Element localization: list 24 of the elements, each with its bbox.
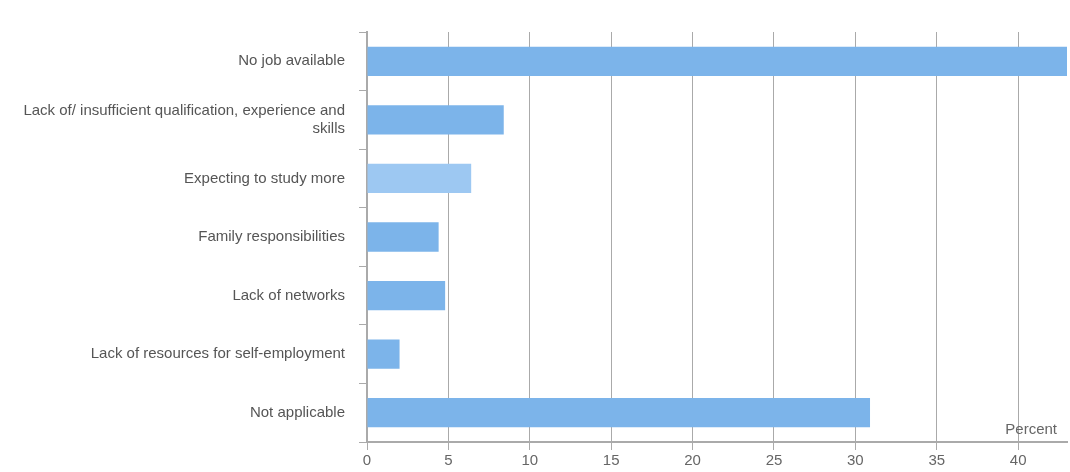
y-tick-label: Lack of networks — [232, 285, 345, 303]
x-tick-label: 35 — [928, 451, 946, 469]
x-axis-title: Percent — [1005, 419, 1058, 437]
bar — [367, 398, 871, 428]
bar — [367, 222, 439, 252]
x-tick-label: 15 — [602, 451, 620, 469]
bar — [367, 46, 1067, 76]
y-tick-label: No job available — [238, 51, 345, 69]
x-tick-label: 5 — [444, 451, 453, 469]
y-tick-label: Lack of/ insufficient qualification, experience and skills — [23, 101, 345, 136]
x-tick-label: 10 — [521, 451, 539, 469]
y-tick-label: Not applicable — [249, 402, 345, 420]
x-tick-label: 20 — [684, 451, 701, 469]
bar — [367, 163, 472, 194]
x-tick-label: 25 — [765, 451, 783, 469]
y-tick-label: Family responsibilities — [198, 227, 345, 245]
bar — [367, 339, 400, 369]
x-tick-label: 30 — [847, 451, 864, 469]
x-tick-label: 0 — [362, 451, 372, 469]
y-tick-label: Expecting to study more — [184, 168, 345, 186]
y-tick-label: Lack of resources for self-employment — [90, 344, 346, 362]
bar — [367, 105, 504, 135]
x-tick-label: 40 — [1009, 451, 1027, 469]
bar — [367, 280, 446, 311]
